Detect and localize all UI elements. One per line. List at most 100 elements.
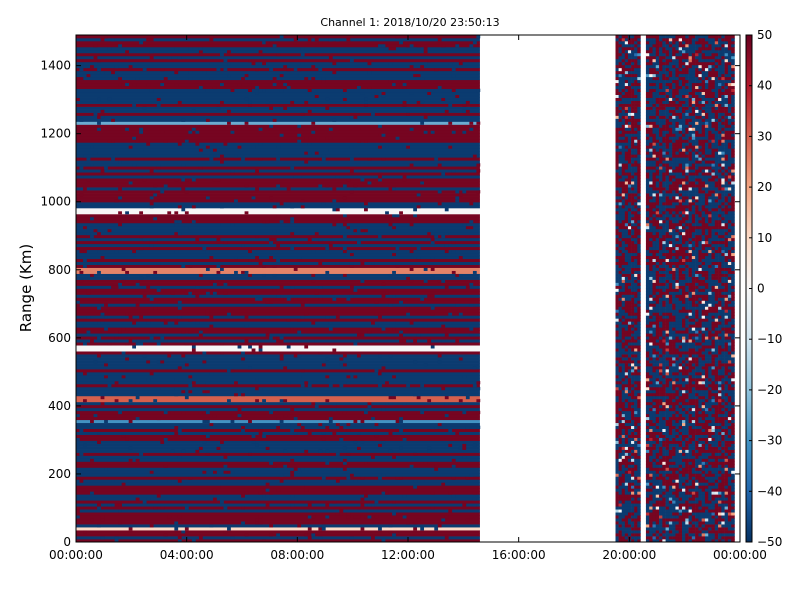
heatmap-cell (668, 354, 673, 358)
heatmap-cell (682, 527, 686, 531)
heatmap-cell (714, 473, 719, 477)
heatmap-cell (714, 539, 719, 542)
heatmap-cell (662, 416, 666, 421)
heatmap-cell (631, 124, 635, 128)
heatmap-cell (678, 446, 683, 450)
heatmap-cell (132, 136, 137, 140)
heatmap-cell (655, 536, 660, 540)
heatmap-cell (645, 318, 650, 322)
heatmap-band (76, 166, 480, 170)
heatmap-cell (184, 291, 189, 295)
heatmap-cell (346, 428, 351, 432)
heatmap-cell (665, 366, 670, 370)
heatmap-cell (618, 190, 623, 194)
heatmap-cell (624, 351, 629, 355)
heatmap-cell (615, 503, 619, 507)
heatmap-cell (682, 515, 686, 519)
heatmap-cell (255, 67, 259, 72)
heatmap-cell (701, 512, 706, 516)
heatmap-cell (423, 49, 428, 54)
heatmap-cell (627, 142, 632, 146)
heatmap-cell (624, 327, 629, 331)
heatmap-cell (652, 389, 657, 394)
heatmap-cell (181, 410, 186, 415)
heatmap-cell (691, 416, 696, 421)
heatmap-cell (100, 169, 105, 173)
heatmap-cell (627, 482, 632, 486)
heatmap-cell (731, 342, 735, 346)
heatmap-cell (624, 178, 629, 182)
heatmap-cell (634, 428, 638, 432)
heatmap-cell (645, 461, 650, 465)
heatmap-cell (695, 372, 699, 376)
heatmap-cell (615, 175, 619, 179)
heatmap-cell (631, 524, 635, 528)
heatmap-cell (146, 497, 151, 501)
heatmap-cell (704, 509, 709, 513)
heatmap-cell (668, 521, 673, 525)
heatmap-cell (269, 196, 273, 200)
heatmap-cell (220, 500, 224, 504)
heatmap-cell (325, 249, 330, 254)
heatmap-cell (624, 530, 629, 534)
heatmap-cell (701, 360, 706, 364)
heatmap-cell (631, 336, 635, 340)
heatmap-cell (708, 518, 712, 522)
heatmap-cell (332, 70, 337, 75)
heatmap-cell (675, 512, 680, 516)
heatmap-cell (704, 336, 709, 340)
heatmap-cell (678, 360, 683, 364)
heatmap-cell (631, 482, 635, 486)
heatmap-cell (388, 273, 393, 277)
heatmap-cell (349, 58, 354, 63)
heatmap-cell (662, 506, 666, 510)
heatmap-cell (691, 494, 696, 498)
heatmap-cell (718, 452, 722, 456)
heatmap-cell (724, 458, 729, 462)
heatmap-cell (678, 500, 683, 504)
heatmap-cell (668, 383, 673, 388)
heatmap-cell (655, 324, 660, 328)
heatmap-cell (665, 392, 670, 397)
heatmap-cell (342, 246, 347, 251)
heatmap-cell (645, 470, 650, 474)
heatmap-cell (731, 452, 735, 456)
heatmap-cell (631, 404, 635, 409)
heatmap-cell (662, 533, 666, 537)
heatmap-cell (718, 315, 722, 319)
heatmap-cell (655, 348, 660, 352)
heatmap-cell (718, 476, 722, 480)
heatmap-cell (721, 476, 725, 480)
heatmap-cell (655, 422, 660, 427)
heatmap-cell (649, 336, 653, 340)
heatmap-cell (652, 482, 657, 486)
heatmap-cell (704, 306, 709, 310)
heatmap-cell (624, 106, 629, 110)
heatmap-cell (711, 509, 716, 513)
heatmap-cell (423, 461, 428, 465)
heatmap-cell (360, 455, 365, 459)
heatmap-band (76, 285, 480, 289)
heatmap-cell (378, 315, 382, 319)
heatmap-cell (695, 339, 699, 343)
heatmap-cell (451, 494, 456, 498)
heatmap-cell (665, 345, 670, 349)
heatmap-cell (621, 389, 626, 394)
heatmap-cell (437, 524, 442, 528)
heatmap-cell (631, 237, 635, 242)
heatmap-cell (339, 357, 344, 361)
heatmap-cell (675, 321, 680, 325)
heatmap-cell (691, 476, 696, 480)
heatmap-band (76, 82, 480, 87)
heatmap-cell (618, 413, 623, 418)
heatmap-cell (202, 351, 207, 355)
heatmap-cell (618, 115, 623, 119)
heatmap-cell (678, 482, 683, 486)
heatmap-cell (465, 100, 470, 104)
heatmap-cell (655, 410, 660, 415)
heatmap-cell (621, 377, 626, 382)
heatmap-cell (265, 497, 270, 501)
heatmap-cell (79, 249, 84, 254)
heatmap-cell (704, 506, 709, 510)
heatmap-cell (476, 386, 481, 391)
